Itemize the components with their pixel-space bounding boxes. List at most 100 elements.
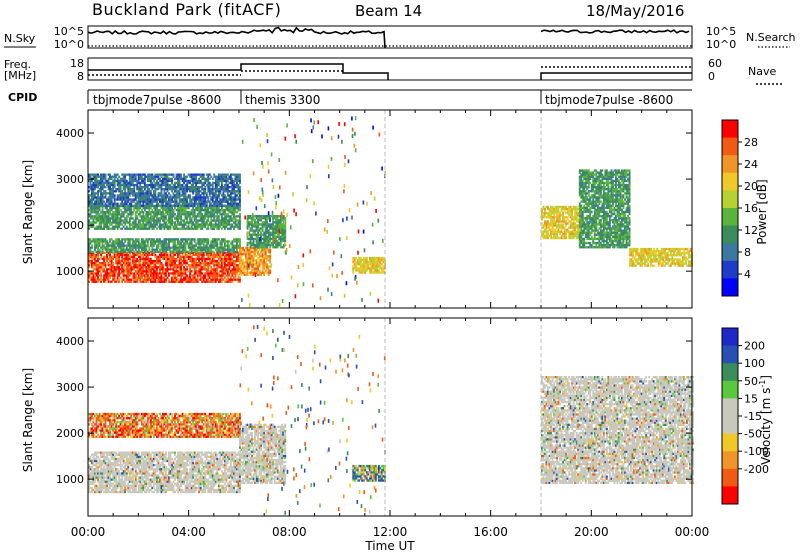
heatmap-cell xyxy=(142,280,145,283)
heatmap-cell xyxy=(116,183,119,187)
heatmap-cell xyxy=(100,238,102,241)
heatmap-cell xyxy=(118,183,121,187)
heatmap-cell xyxy=(152,259,155,263)
heatmap-cell xyxy=(143,242,146,245)
heatmap-cell xyxy=(178,272,181,275)
heatmap-cell xyxy=(139,190,142,193)
heatmap-cell xyxy=(101,177,104,180)
heatmap-cell xyxy=(178,209,181,212)
heatmap-cell xyxy=(145,278,148,281)
heatmap-cell xyxy=(133,268,136,271)
heatmap-cell xyxy=(195,183,198,187)
heatmap-cell xyxy=(187,280,190,283)
heatmap-cell xyxy=(113,175,116,178)
heatmap-cell xyxy=(183,209,185,212)
heatmap-cell xyxy=(216,242,219,245)
heatmap-cell xyxy=(228,255,231,258)
heatmap-cell xyxy=(220,278,223,281)
heatmap-cell xyxy=(104,175,107,178)
heatmap-cell xyxy=(219,255,222,258)
heatmap-cell xyxy=(210,255,213,258)
heatmap-cell xyxy=(116,242,119,245)
heatmap-cell xyxy=(228,211,231,214)
heatmap-cell xyxy=(124,280,127,283)
heatmap-cell xyxy=(204,250,207,253)
heatmap-cell xyxy=(171,250,173,253)
heatmap-cell xyxy=(207,270,210,273)
heatmap-cell xyxy=(94,248,96,251)
heatmap-cell xyxy=(152,264,155,267)
heatmap-cell xyxy=(128,173,131,176)
heatmap-cell xyxy=(181,183,184,187)
heatmap-cell xyxy=(178,196,181,199)
heatmap-cell xyxy=(180,198,182,201)
heatmap-cell xyxy=(97,253,99,256)
heatmap-cell xyxy=(222,192,225,195)
heatmap-cell xyxy=(257,221,259,224)
heatmap-cell xyxy=(190,219,193,222)
heatmap-cell xyxy=(219,246,222,249)
heatmap-cell xyxy=(163,246,166,249)
heatmap-cell xyxy=(156,179,158,183)
heatmap-cell xyxy=(168,246,170,249)
heatmap-cell xyxy=(359,256,362,260)
heatmap-cell xyxy=(178,278,181,281)
heatmap-cell xyxy=(234,244,237,247)
heatmap-cell xyxy=(139,244,142,247)
heatmap-cell xyxy=(171,262,173,265)
heatmap-cell xyxy=(143,194,146,197)
heatmap-cell xyxy=(94,183,96,187)
heatmap-cell xyxy=(137,227,140,230)
heatmap-cell xyxy=(223,223,226,226)
heatmap-cell xyxy=(116,276,119,279)
heatmap-cell xyxy=(119,186,122,189)
heatmap-cell xyxy=(113,194,116,197)
heatmap-cell xyxy=(233,188,235,191)
heatmap-cell xyxy=(134,177,137,180)
heatmap-cell xyxy=(116,206,119,210)
heatmap-cell xyxy=(128,255,131,258)
heatmap-cell xyxy=(184,242,187,245)
heatmap-cell xyxy=(187,206,190,210)
heatmap-cell xyxy=(95,242,98,245)
heatmap-cell xyxy=(559,212,561,215)
heatmap-cell xyxy=(137,213,140,216)
heatmap-cell xyxy=(234,238,237,241)
heatmap-cell xyxy=(220,242,223,245)
heatmap-cell xyxy=(149,204,152,207)
heatmap-cell xyxy=(193,240,196,243)
heatmap-cell xyxy=(220,213,223,216)
heatmap-cell xyxy=(269,239,272,243)
heatmap-cell xyxy=(160,227,163,230)
heatmap-cell xyxy=(107,217,110,220)
heatmap-cell xyxy=(196,278,199,281)
heatmap-cell xyxy=(139,200,142,203)
heatmap-cell xyxy=(269,235,272,238)
heatmap-cell xyxy=(192,276,195,279)
heatmap-cell xyxy=(159,240,161,243)
heatmap-cell xyxy=(171,259,173,263)
heatmap-cell xyxy=(163,253,166,256)
heatmap-cell xyxy=(107,264,110,267)
heatmap-cell xyxy=(252,265,255,268)
heatmap-cell xyxy=(91,192,93,195)
heatmap-cell xyxy=(159,276,161,279)
heatmap-cell xyxy=(151,188,154,191)
heatmap-cell xyxy=(109,173,111,176)
heatmap-cell xyxy=(137,196,140,199)
heatmap-cell xyxy=(178,213,181,216)
heatmap-cell xyxy=(207,253,210,256)
heatmap-cell xyxy=(183,200,185,203)
heatmap-cell xyxy=(116,253,119,256)
heatmap-cell xyxy=(177,272,179,275)
heatmap-cell xyxy=(184,246,187,249)
heatmap-cell xyxy=(91,259,93,263)
heatmap-cell xyxy=(257,235,259,238)
heatmap-cell xyxy=(223,194,226,197)
heatmap-cell xyxy=(159,250,161,253)
heatmap-cell xyxy=(142,173,145,176)
heatmap-cell xyxy=(211,262,214,265)
heatmap-cell xyxy=(127,181,130,185)
heatmap-cell xyxy=(116,215,119,218)
heatmap-cell xyxy=(175,196,178,199)
